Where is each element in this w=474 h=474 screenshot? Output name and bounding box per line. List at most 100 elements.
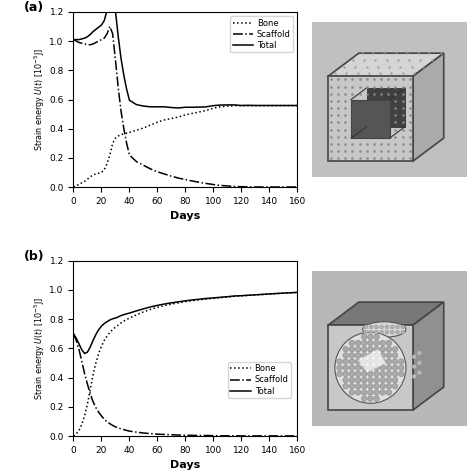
Scaffold [71,37,76,43]
Bone [104,161,110,167]
Total [281,290,286,296]
Bone [76,428,82,433]
Circle shape [337,365,342,371]
Scaffold [203,433,209,438]
Scaffold [197,180,202,185]
Circle shape [374,383,379,389]
Circle shape [349,365,355,371]
Circle shape [380,371,385,377]
Total [260,103,265,109]
Bone [127,129,132,135]
Scaffold [169,173,174,179]
Total [124,86,129,92]
Bone [147,122,153,128]
Scaffold [124,140,129,146]
Scaffold [104,419,110,425]
Bone [260,103,265,109]
Circle shape [395,325,400,329]
Total [253,292,258,298]
Total [82,35,88,41]
Circle shape [355,359,361,365]
Total [147,304,153,310]
Bone [101,337,107,343]
Total [79,347,85,353]
Bone [210,295,216,301]
Circle shape [362,365,367,371]
Total [93,27,99,32]
Total [124,311,129,317]
Total [266,103,272,109]
Total [197,296,202,302]
Bone [175,114,181,120]
Line: Scaffold: Scaffold [73,27,297,187]
Circle shape [369,325,373,329]
Scaffold [101,417,107,422]
Bone [121,318,127,324]
Scaffold [253,184,258,190]
Circle shape [349,353,355,358]
Total [104,319,110,325]
Circle shape [349,359,355,365]
Scaffold [266,184,272,190]
Circle shape [374,377,379,383]
Bone [85,176,91,182]
Circle shape [364,325,368,329]
Scaffold [87,391,93,397]
Scaffold [118,109,124,114]
Total [113,315,118,321]
Circle shape [362,340,367,346]
Total [266,291,272,297]
Circle shape [355,340,361,346]
Circle shape [368,340,373,346]
Bone [124,130,129,136]
Circle shape [335,332,406,403]
Total [238,103,244,109]
Scaffold [190,432,195,438]
Total [87,344,93,350]
Bone [85,401,91,407]
Total [134,308,139,314]
Scaffold [87,42,93,47]
Scaffold [134,429,139,435]
Circle shape [399,359,404,365]
Scaffold [175,175,181,181]
Scaffold [79,359,85,365]
Total [87,32,93,37]
Scaffold [210,182,216,187]
Bone [253,103,258,109]
Y-axis label: Strain energy $\mathit{U}(t)$ [$10^{-5}$J]: Strain energy $\mathit{U}(t)$ [$10^{-5}$… [32,297,46,400]
Bone [110,140,116,146]
Scaffold [266,433,272,439]
Bone [141,125,146,131]
Scaffold [82,41,88,47]
Bone [190,110,195,116]
Scaffold [281,433,286,439]
Bone [281,291,286,296]
Circle shape [337,359,342,365]
Circle shape [417,361,422,365]
Scaffold [93,405,99,410]
Bone [87,386,93,392]
Total [155,104,160,109]
Total [93,332,99,337]
Circle shape [343,383,348,389]
Circle shape [412,364,417,369]
Circle shape [386,359,392,365]
Total [127,97,132,103]
FancyBboxPatch shape [312,271,467,426]
Scaffold [113,57,118,63]
Bone [266,291,272,297]
Total [190,297,195,303]
Circle shape [362,334,367,340]
Scaffold [197,433,202,438]
Line: Total: Total [73,292,297,354]
Circle shape [412,355,417,359]
Circle shape [386,340,392,346]
Total [246,102,251,108]
Bone [155,304,160,310]
Scaffold [101,35,107,41]
Circle shape [399,365,404,371]
Circle shape [374,334,379,340]
Total [253,103,258,109]
Total [162,301,167,307]
